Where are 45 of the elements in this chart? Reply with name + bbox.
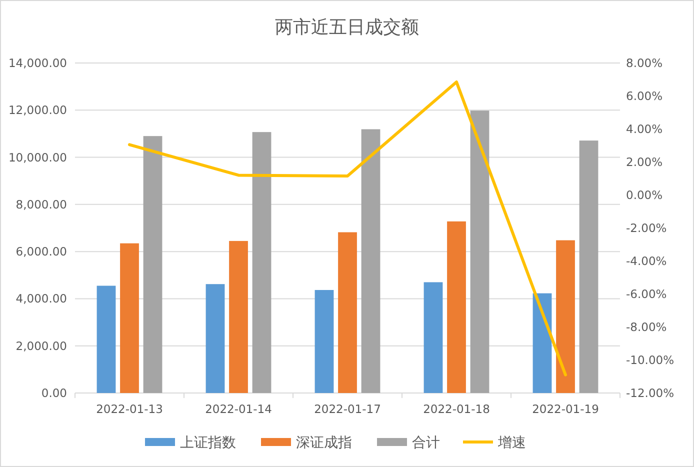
x-tick-label: 2022-01-17 bbox=[314, 402, 381, 416]
legend-label: 合计 bbox=[412, 434, 440, 451]
y2-tick-label: 6.00% bbox=[626, 89, 663, 104]
y-tick-label: 2,000.00 bbox=[16, 338, 67, 353]
bar bbox=[424, 282, 443, 393]
x-tick-label: 2022-01-13 bbox=[96, 402, 163, 416]
legend-label: 深证成指 bbox=[296, 434, 352, 451]
bar bbox=[338, 232, 357, 393]
y2-tick-label: -10.00% bbox=[626, 353, 674, 368]
y2-tick-label: 4.00% bbox=[626, 122, 663, 136]
bar bbox=[229, 240, 248, 393]
bar bbox=[252, 132, 272, 393]
bar bbox=[96, 286, 116, 393]
bar bbox=[143, 136, 162, 393]
chart-title: 两市近五日成交额 bbox=[275, 17, 419, 38]
y2-tick-label: 0.00% bbox=[626, 188, 663, 202]
y-tick-label: 12,000.00 bbox=[8, 103, 67, 118]
bar bbox=[206, 284, 225, 393]
y2-tick-label: -8.00% bbox=[626, 320, 667, 334]
bar bbox=[361, 129, 380, 393]
x-tick-label: 2022-01-18 bbox=[423, 402, 490, 416]
bar bbox=[314, 290, 334, 393]
y2-tick-label: -4.00% bbox=[626, 254, 667, 268]
y-tick-label: 14,000.00 bbox=[8, 56, 67, 70]
bar bbox=[532, 293, 552, 393]
y-tick-label: 4,000.00 bbox=[16, 292, 67, 306]
y2-tick-label: 8.00% bbox=[626, 56, 663, 70]
legend-label: 上证指数 bbox=[180, 434, 236, 451]
line-series bbox=[128, 80, 567, 376]
y-tick-label: 0.00 bbox=[41, 386, 67, 400]
y2-tick-label: -12.00% bbox=[626, 386, 674, 400]
x-tick-label: 2022-01-19 bbox=[532, 402, 599, 416]
y2-tick-label: 2.00% bbox=[626, 155, 663, 170]
x-tick-label: 2022-01-14 bbox=[205, 402, 272, 416]
y-tick-label: 10,000.00 bbox=[8, 150, 67, 164]
y2-tick-label: -2.00% bbox=[626, 221, 667, 236]
bar bbox=[579, 140, 598, 393]
y-tick-label: 6,000.00 bbox=[16, 244, 67, 259]
bar bbox=[447, 221, 466, 393]
bar bbox=[120, 243, 139, 393]
bar bbox=[470, 110, 490, 393]
y-tick-label: 8,000.00 bbox=[16, 197, 67, 212]
legend-label: 增速 bbox=[497, 434, 526, 451]
y2-tick-label: -6.00% bbox=[626, 287, 667, 302]
bar bbox=[556, 240, 575, 393]
